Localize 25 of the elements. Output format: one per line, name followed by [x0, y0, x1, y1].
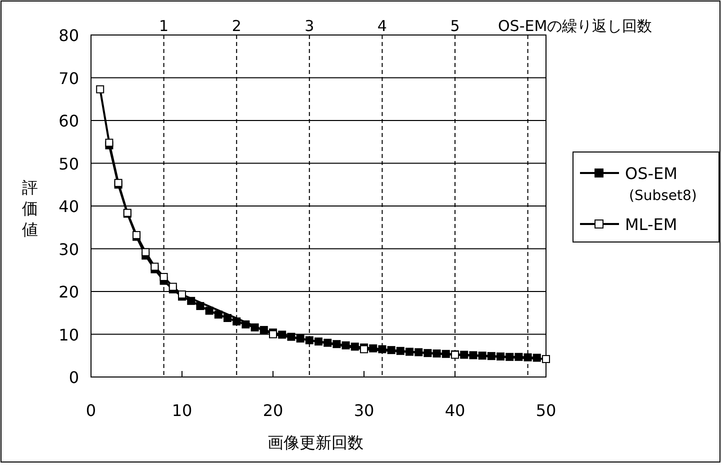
- x2-tick-label: 1: [159, 17, 169, 35]
- x-tick-label: 10: [172, 401, 192, 420]
- y-tick-label: 0: [68, 368, 79, 387]
- y-axis-title: 評価値: [22, 178, 38, 239]
- y-tick-label: 20: [58, 282, 79, 302]
- x2-axis-title: OS-EMの繰り返し回数: [498, 17, 652, 35]
- y-tick-label: 40: [58, 197, 79, 216]
- x-tick-label: 50: [536, 401, 556, 420]
- y-tick-label: 30: [58, 240, 79, 259]
- x-tick-label: 40: [444, 401, 466, 420]
- x-tick-label: 20: [262, 401, 284, 420]
- x-axis-title: 画像更新回数: [268, 433, 364, 452]
- x2-tick-label: 4: [377, 17, 387, 35]
- legend-label: OS-EM (Subset8): [625, 164, 697, 204]
- y-tick-label: 50: [58, 154, 79, 174]
- y-tick-label: 70: [58, 68, 79, 88]
- x2-tick-label: 3: [304, 17, 314, 35]
- y-tick-label: 10: [58, 325, 79, 344]
- y-tick-label: 80: [58, 26, 79, 45]
- y-tick-label: 60: [58, 112, 79, 130]
- x-tick-label: 30: [354, 401, 374, 420]
- x-tick-label: 0: [86, 401, 96, 420]
- x2-tick-label: 2: [232, 17, 242, 35]
- legend-label: ML-EM: [625, 215, 678, 234]
- x2-tick-label: 5: [450, 17, 460, 35]
